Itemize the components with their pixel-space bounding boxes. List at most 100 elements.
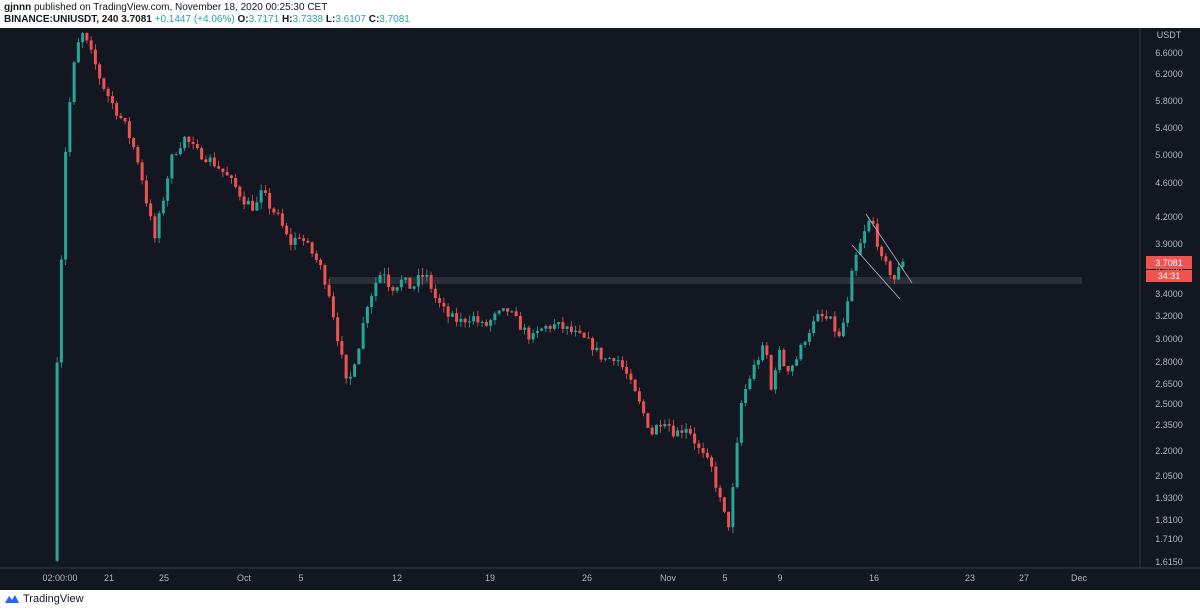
- candle-up[interactable]: [174, 154, 178, 156]
- candle-up[interactable]: [799, 344, 803, 360]
- candle-down[interactable]: [200, 148, 204, 160]
- candle-up[interactable]: [807, 333, 811, 342]
- candle-down[interactable]: [625, 367, 629, 374]
- candle-down[interactable]: [433, 288, 437, 299]
- candle-up[interactable]: [812, 321, 816, 334]
- candle-up[interactable]: [459, 318, 463, 322]
- candle-up[interactable]: [790, 365, 794, 372]
- price-chart[interactable]: USDT 6.6000 6.2000 5.8000 5.4000 5.0000 4.600…: [0, 28, 1200, 590]
- candle-up[interactable]: [493, 313, 497, 321]
- candle-up[interactable]: [425, 274, 429, 277]
- candle-up[interactable]: [472, 316, 476, 322]
- candle-down[interactable]: [463, 318, 467, 323]
- candle-up[interactable]: [412, 286, 416, 289]
- candle-up[interactable]: [395, 287, 399, 291]
- candle-down[interactable]: [285, 225, 289, 235]
- channel-upper-line[interactable]: [865, 213, 913, 284]
- candle-down[interactable]: [314, 253, 318, 261]
- candle-up[interactable]: [608, 358, 612, 360]
- time-scale[interactable]: 02:00:00 21 25 Oct 5 12 19 26 Nov 5 9 16 23 27 Dec: [42, 573, 1087, 583]
- candle-down[interactable]: [89, 40, 93, 50]
- candle-down[interactable]: [892, 274, 896, 280]
- candle-up[interactable]: [756, 360, 760, 365]
- candle-down[interactable]: [620, 360, 624, 368]
- candle-up[interactable]: [246, 200, 250, 205]
- candle-down[interactable]: [727, 511, 731, 528]
- candle-up[interactable]: [374, 282, 378, 297]
- candle-down[interactable]: [599, 347, 603, 360]
- candle-down[interactable]: [225, 171, 229, 176]
- candle-up[interactable]: [259, 190, 263, 203]
- candle-down[interactable]: [582, 332, 586, 338]
- candle-down[interactable]: [191, 142, 195, 144]
- candle-up[interactable]: [489, 320, 493, 326]
- candle-down[interactable]: [289, 234, 293, 245]
- candle-down[interactable]: [659, 424, 663, 427]
- candle-up[interactable]: [565, 326, 569, 329]
- candle-up[interactable]: [803, 341, 807, 345]
- candle-down[interactable]: [187, 136, 191, 143]
- candle-down[interactable]: [127, 121, 131, 139]
- candle-down[interactable]: [119, 115, 123, 119]
- candle-down[interactable]: [263, 190, 267, 193]
- candle-down[interactable]: [693, 433, 697, 444]
- candle-down[interactable]: [671, 425, 675, 437]
- candle-up[interactable]: [540, 328, 544, 331]
- candle-up[interactable]: [846, 301, 850, 323]
- candle-up[interactable]: [858, 243, 862, 255]
- candle-down[interactable]: [506, 308, 510, 312]
- candle-down[interactable]: [238, 186, 242, 197]
- candle-up[interactable]: [778, 349, 782, 371]
- candle-down[interactable]: [336, 317, 340, 342]
- candle-down[interactable]: [642, 401, 646, 414]
- candle-down[interactable]: [824, 316, 828, 319]
- candle-up[interactable]: [595, 347, 599, 351]
- publisher-name[interactable]: gjnnn: [4, 2, 32, 13]
- candle-down[interactable]: [297, 237, 301, 239]
- candle-down[interactable]: [217, 166, 221, 169]
- candle-up[interactable]: [55, 362, 59, 561]
- candle-down[interactable]: [527, 327, 531, 340]
- candle-down[interactable]: [875, 223, 879, 247]
- candle-down[interactable]: [586, 337, 590, 339]
- candle-down[interactable]: [833, 316, 837, 332]
- candle-up[interactable]: [854, 254, 858, 271]
- candle-up[interactable]: [404, 277, 408, 280]
- candle-up[interactable]: [501, 308, 505, 311]
- candle-up[interactable]: [76, 42, 80, 63]
- candle-down[interactable]: [102, 78, 106, 89]
- candle-down[interactable]: [438, 298, 442, 303]
- candle-down[interactable]: [871, 220, 875, 224]
- candle-up[interactable]: [480, 321, 484, 323]
- candle-up[interactable]: [450, 313, 454, 317]
- candle-up[interactable]: [353, 364, 357, 377]
- candle-down[interactable]: [391, 287, 395, 291]
- candle-down[interactable]: [880, 246, 884, 257]
- candle-up[interactable]: [157, 213, 161, 239]
- candle-down[interactable]: [136, 147, 140, 163]
- candle-down[interactable]: [820, 313, 824, 317]
- candle-down[interactable]: [144, 180, 148, 204]
- candle-up[interactable]: [603, 358, 607, 360]
- candle-up[interactable]: [544, 325, 548, 329]
- candle-up[interactable]: [467, 321, 471, 323]
- candle-down[interactable]: [455, 313, 459, 322]
- candle-up[interactable]: [399, 279, 403, 288]
- price-scale[interactable]: USDT 6.6000 6.2000 5.8000 5.4000 5.0000 4.600…: [1155, 30, 1183, 567]
- candle-up[interactable]: [166, 178, 170, 201]
- candle-down[interactable]: [421, 275, 425, 277]
- candle-up[interactable]: [654, 424, 658, 435]
- candle-up[interactable]: [81, 33, 85, 43]
- candle-up[interactable]: [748, 378, 752, 390]
- candle-down[interactable]: [637, 391, 641, 402]
- tradingview-brand[interactable]: TradingView: [4, 593, 84, 605]
- candle-up[interactable]: [739, 402, 743, 443]
- candle-down[interactable]: [446, 306, 450, 317]
- candle-down[interactable]: [701, 447, 705, 453]
- candle-down[interactable]: [212, 157, 216, 167]
- candle-up[interactable]: [816, 313, 820, 322]
- candle-down[interactable]: [429, 274, 433, 289]
- candle-down[interactable]: [786, 365, 790, 372]
- candle-down[interactable]: [484, 321, 488, 326]
- candle-down[interactable]: [302, 238, 306, 241]
